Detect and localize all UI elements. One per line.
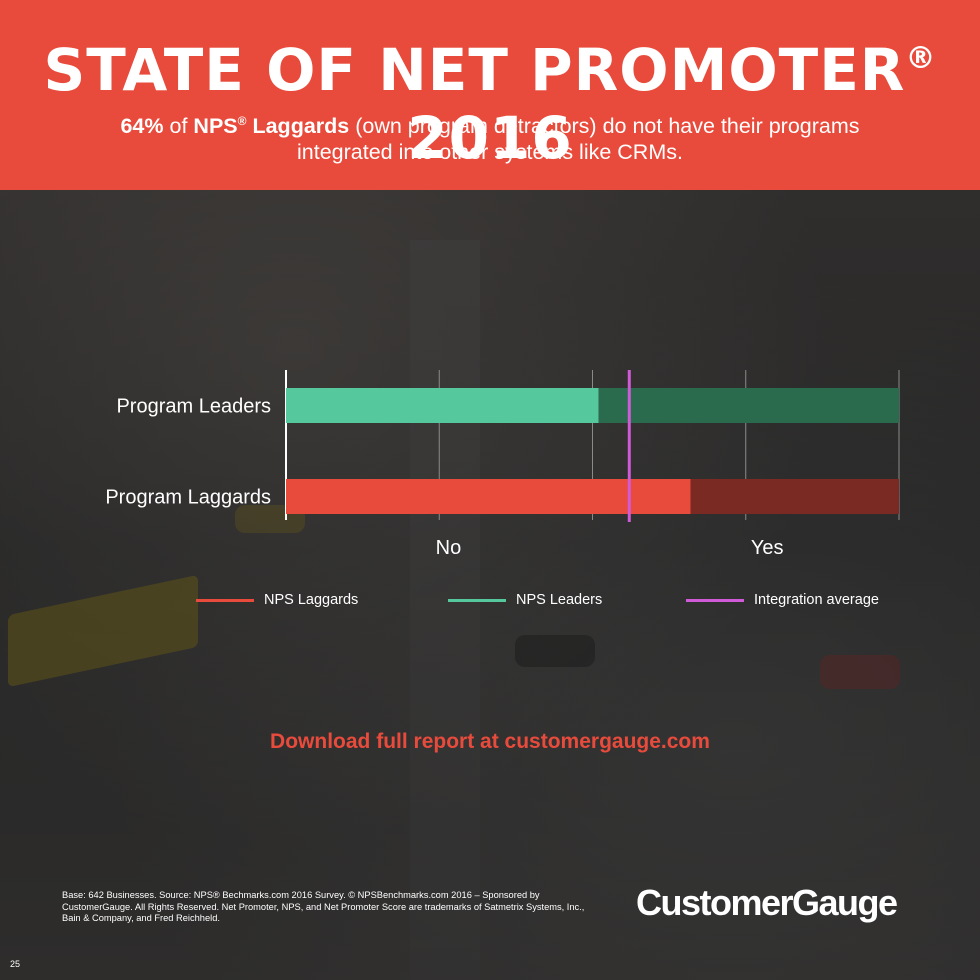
legend-swatch-laggards xyxy=(196,598,254,602)
footnote: Base: 642 Businesses. Source: NPS® Bechm… xyxy=(62,890,585,923)
header-banner: STATE OF NET PROMOTER® 2016 64% of NPS® … xyxy=(0,0,980,190)
legend-label-average: Integration average xyxy=(754,592,879,608)
legend-label-laggards: NPS Laggards xyxy=(264,592,359,608)
subtitle-laggards: Laggards xyxy=(252,114,350,139)
subtitle-registered-mark: ® xyxy=(237,114,247,128)
category-label: Program Laggards xyxy=(105,487,271,509)
subtitle-percent: 64% xyxy=(120,114,164,139)
chart-labels: Program Leaders Program Laggards No Yes xyxy=(105,396,783,560)
subtitle: 64% of NPS® Laggards (own program detrac… xyxy=(60,108,920,165)
subtitle-text-1: (own program detractors) do not have the… xyxy=(355,114,860,139)
stacked-bar-chart: Program Leaders Program Laggards No Yes xyxy=(105,370,900,560)
brand-logo: CustomerGauge xyxy=(636,882,898,923)
legend-label-leaders: NPS Leaders xyxy=(516,592,603,608)
legend-item-average: Integration average xyxy=(686,590,879,610)
download-link[interactable]: Download full report at customergauge.co… xyxy=(270,730,710,753)
legend-swatch-average xyxy=(686,598,744,602)
page-title: STATE OF NET PROMOTER® 2016 xyxy=(0,36,980,172)
background-photo xyxy=(0,190,980,980)
bar-no-laggards xyxy=(286,479,691,514)
legend-item-laggards: NPS Laggards xyxy=(196,590,358,610)
bar-no-leaders xyxy=(286,388,599,423)
car-shape xyxy=(820,655,900,689)
subtitle-of: of xyxy=(169,114,188,139)
legend-swatch-leaders xyxy=(448,598,506,602)
axis-section-label: Yes xyxy=(751,537,784,559)
page-number: 25 xyxy=(10,959,21,969)
title-text: STATE OF NET PROMOTER xyxy=(43,36,906,104)
registered-mark: ® xyxy=(905,41,937,76)
subtitle-text-2: integrated into other systems like CRMs. xyxy=(297,140,683,165)
subtitle-nps: NPS xyxy=(193,114,238,139)
car-shape xyxy=(515,635,595,667)
bar-yes-leaders xyxy=(598,388,899,423)
axis-section-label: No xyxy=(436,537,462,559)
bar-yes-laggards xyxy=(690,479,899,514)
bus-shape xyxy=(8,574,198,688)
chart-bars xyxy=(286,370,899,522)
title-year: 2016 xyxy=(407,104,573,172)
category-label: Program Leaders xyxy=(116,396,271,418)
monument-shape xyxy=(410,240,480,980)
legend-item-leaders: NPS Leaders xyxy=(448,590,602,610)
